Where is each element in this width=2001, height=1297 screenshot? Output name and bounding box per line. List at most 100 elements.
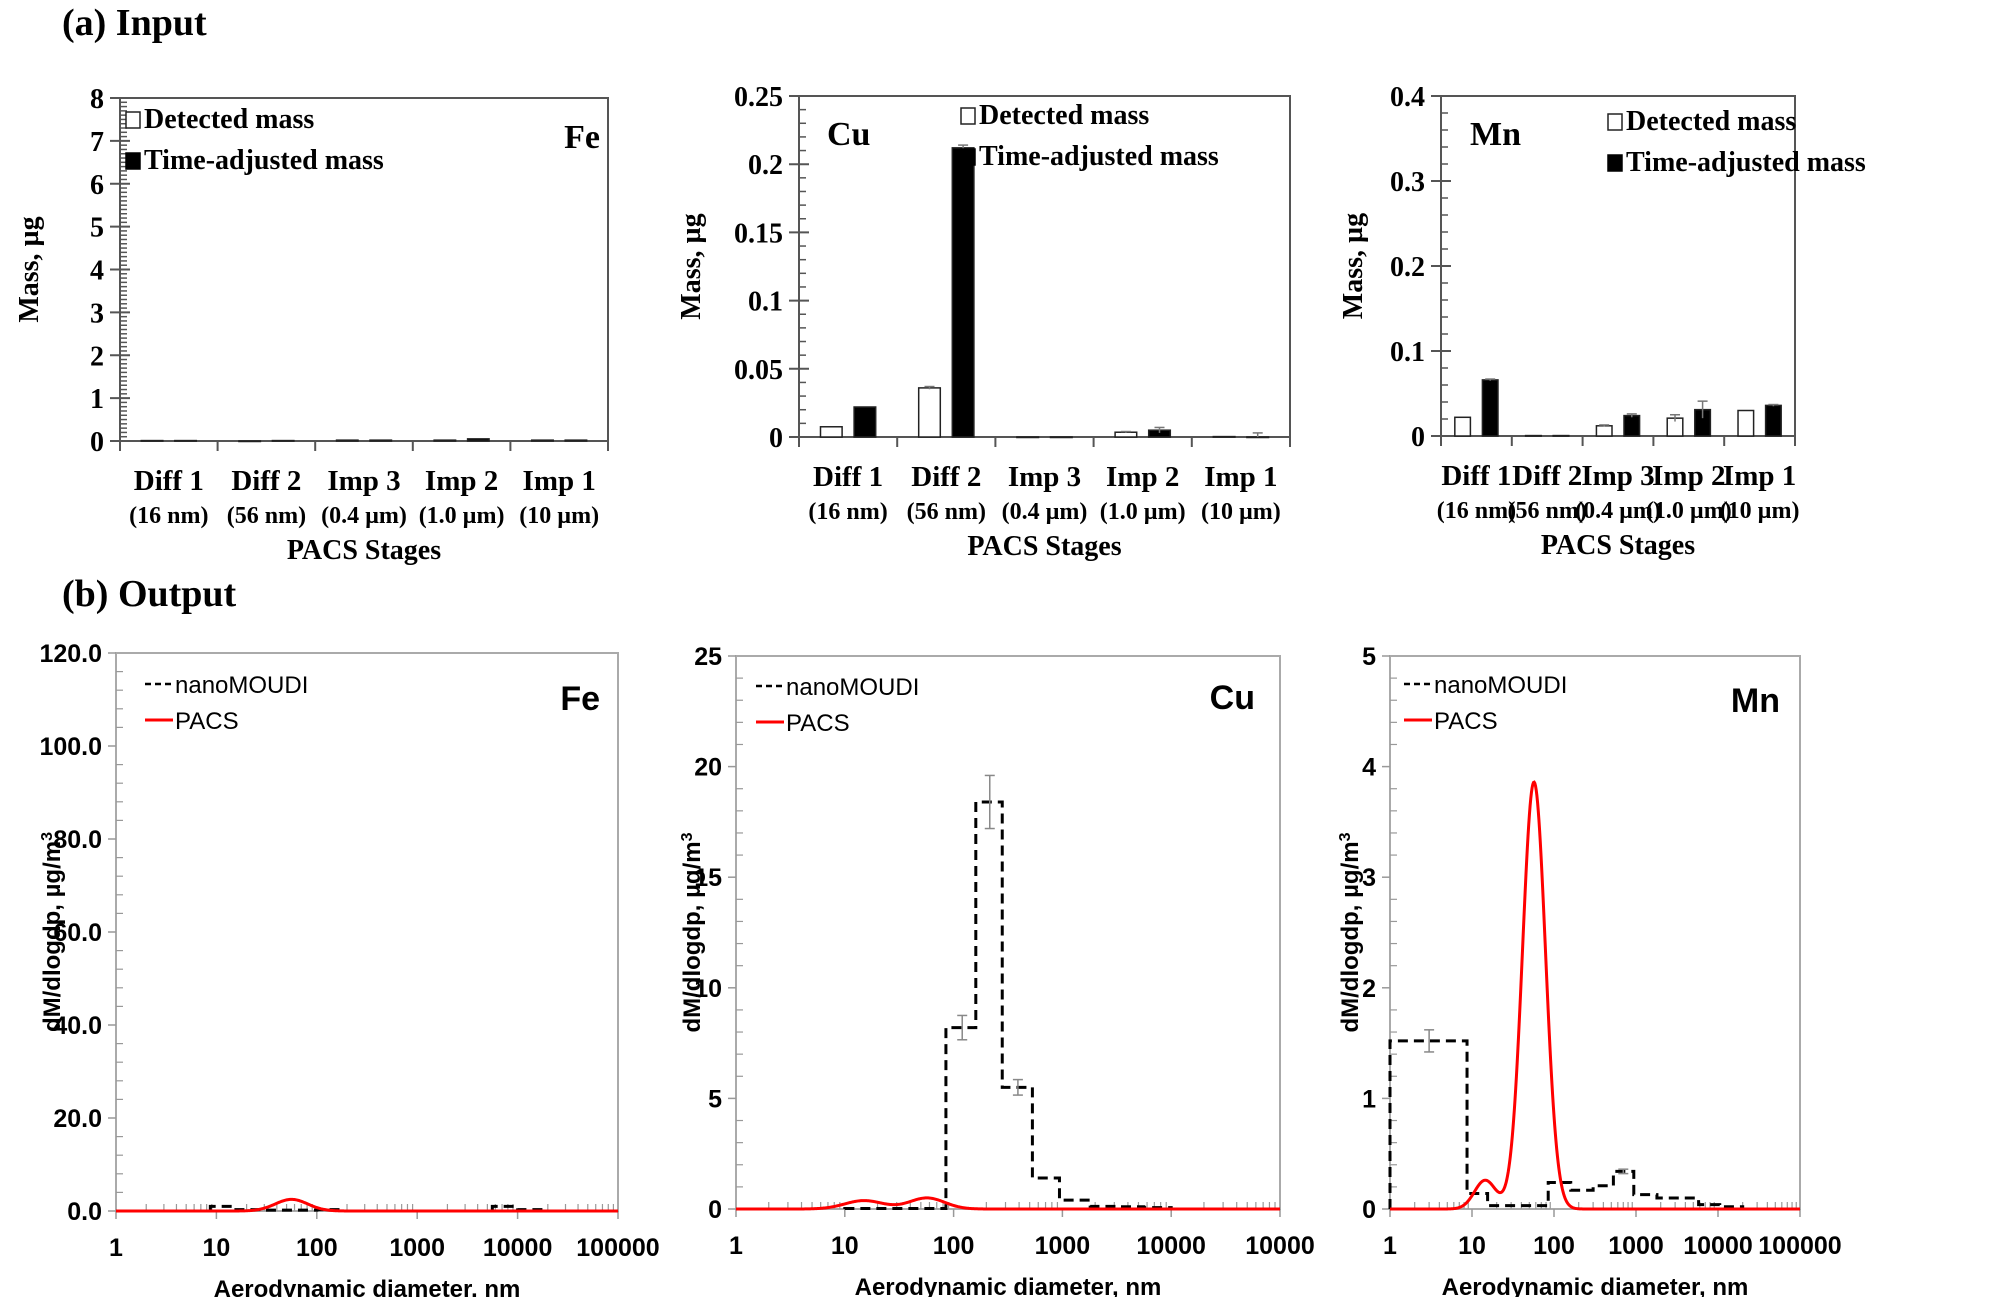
y-tick-label: 8 <box>90 84 104 115</box>
y-axis-title: dM/dlogdp, µg/m3 <box>1337 832 1365 1032</box>
x-tick-label: 10 <box>1458 1232 1486 1260</box>
bar-time-adjusted <box>564 439 588 442</box>
bar-time-adjusted <box>174 439 198 442</box>
bar-detected <box>1737 409 1755 437</box>
element-label: Fe <box>560 680 600 718</box>
x-category-sublabel: (0.4 µm) <box>1575 498 1661 524</box>
plot-frame <box>798 95 1291 438</box>
x-category-label: Imp 1 <box>1723 460 1796 492</box>
x-category-label: Imp 3 <box>1008 461 1081 493</box>
x-category-sublabel: (0.4 µm) <box>1002 499 1088 525</box>
plot-frame <box>115 652 619 1212</box>
legend-label-nanomoudi: nanoMOUDI <box>175 672 308 699</box>
x-tick-label: 100 <box>933 1232 975 1260</box>
y-tick-label: 0 <box>1362 1196 1376 1224</box>
legend-label-time-adjusted: Time-adjusted mass <box>144 145 384 176</box>
bar-detected <box>530 439 554 442</box>
y-tick-label: 0.1 <box>748 287 783 318</box>
legend-swatch-time-adjusted <box>125 152 141 170</box>
x-tick-label: 100 <box>296 1234 338 1262</box>
y-tick-label: 0 <box>1411 422 1425 453</box>
chart-input-cu: 0 0.05 0.1 0.15 0.2 0.25 Diff 1 (16 nm) Diff 2 (5… <box>676 82 1291 562</box>
x-category-sublabel: (1.0 µm) <box>1646 498 1732 524</box>
x-category-label: Imp 3 <box>327 465 400 497</box>
x-axis-title: Aerodynamic diameter, nm <box>855 1274 1162 1297</box>
nanomoudi-step-line <box>1388 1039 1745 1209</box>
legend-swatch-time-adjusted <box>960 148 976 166</box>
legend-label-nanomoudi: nanoMOUDI <box>1434 672 1567 699</box>
bar-time-adjusted <box>369 439 393 442</box>
x-category-sublabel: (10 µm) <box>1201 499 1281 525</box>
bar-detected <box>1454 416 1472 437</box>
plot-frame <box>1389 655 1801 1210</box>
x-category-label: Imp 2 <box>1652 460 1725 492</box>
y-tick-label: 15 <box>694 864 722 892</box>
x-tick-label: 10000 <box>1683 1232 1753 1260</box>
nanomoudi-step-line <box>843 800 1173 1211</box>
y-axis-title: Mass, µg <box>1338 213 1369 319</box>
x-category-label: Imp 1 <box>1204 461 1277 493</box>
y-tick-label: 0 <box>708 1196 722 1224</box>
nanomoudi-step-line <box>208 1204 545 1212</box>
x-category-label: Diff 1 <box>134 465 204 497</box>
x-category-sublabel: (16 nm) <box>1437 498 1516 524</box>
x-category-label: Diff 1 <box>813 461 883 493</box>
y-tick-label: 0.25 <box>734 82 783 113</box>
element-label: Cu <box>827 116 870 153</box>
plot-frame <box>735 655 1281 1210</box>
x-tick-label: 100000 <box>1758 1232 1841 1260</box>
y-tick-label: 3 <box>1362 864 1376 892</box>
bar-detected <box>1524 434 1542 437</box>
y-tick-label: 2 <box>1362 975 1376 1003</box>
legend-label-time-adjusted: Time-adjusted mass <box>979 141 1219 172</box>
y-axis-title: dM/dlogdp, µg/m3 <box>679 832 707 1032</box>
x-category-label: Diff 1 <box>1441 460 1511 492</box>
x-category-sublabel: (10 µm) <box>519 503 599 529</box>
y-axis-title: Mass, µg <box>14 216 45 322</box>
element-label: Mn <box>1470 116 1521 153</box>
pacs-curve <box>116 1197 618 1213</box>
bar-time-adjusted <box>271 439 295 442</box>
x-category-label: Diff 2 <box>1512 460 1582 492</box>
x-tick-label: 1000 <box>1608 1232 1664 1260</box>
y-tick-label: 5 <box>90 213 104 244</box>
x-axis-title: PACS Stages <box>1541 530 1695 561</box>
x-category-sublabel: (0.4 µm) <box>321 503 407 529</box>
chart-input-fe: 0 1 2 3 4 5 6 7 8 Diff 1 (16 nm) Diff 2 (56 nm) Imp 3… <box>14 84 609 566</box>
y-axis-title-superscript: 3 <box>1337 832 1354 841</box>
legend-label-detected: Detected mass <box>979 100 1149 131</box>
legend-swatch-time-adjusted <box>1607 154 1623 172</box>
bar-detected <box>1016 436 1040 439</box>
x-tick-label: 100000 <box>576 1234 659 1262</box>
x-category-sublabel: (56 nm) <box>907 499 986 525</box>
legend-swatch-detected <box>125 111 141 129</box>
x-category-label: Diff 2 <box>911 461 981 493</box>
bar-detected <box>1212 435 1236 438</box>
legend-label-time-adjusted: Time-adjusted mass <box>1626 147 1866 178</box>
y-tick-label: 0 <box>90 427 104 458</box>
legend-swatch-detected <box>1607 113 1623 131</box>
bar-time-adjusted <box>1623 414 1641 437</box>
x-category-label: Imp 3 <box>1581 460 1654 492</box>
y-tick-label: 1 <box>90 384 104 415</box>
x-category-sublabel: (1.0 µm) <box>419 503 505 529</box>
y-tick-label: 100.0 <box>39 733 102 761</box>
chart-output-cu: 0 5 10 15 20 25 1 10 100 1000 10000 10000 nanoMOUDI P… <box>679 643 1315 1297</box>
y-tick-label: 4 <box>1362 754 1376 782</box>
legend-swatch-detected <box>960 107 976 125</box>
x-tick-label: 10 <box>831 1232 859 1260</box>
legend-label-pacs: PACS <box>175 708 239 735</box>
y-tick-label: 0.15 <box>734 218 783 249</box>
element-label: Fe <box>564 119 600 156</box>
y-tick-label: 0.2 <box>1390 252 1425 283</box>
y-tick-label: 3 <box>90 298 104 329</box>
y-tick-label: 0.4 <box>1390 82 1425 113</box>
chart-output-fe: 0.0 20.0 40.0 60.0 80.0 100.0 120.0 1 10 100 1000 1… <box>39 640 660 1297</box>
pacs-curve <box>1390 780 1800 1211</box>
y-tick-label: 10 <box>694 975 722 1003</box>
bar-detected <box>819 426 843 438</box>
x-tick-label: 10 <box>202 1234 230 1262</box>
y-tick-label: 0.2 <box>748 150 783 181</box>
bar-time-adjusted <box>1049 436 1073 439</box>
